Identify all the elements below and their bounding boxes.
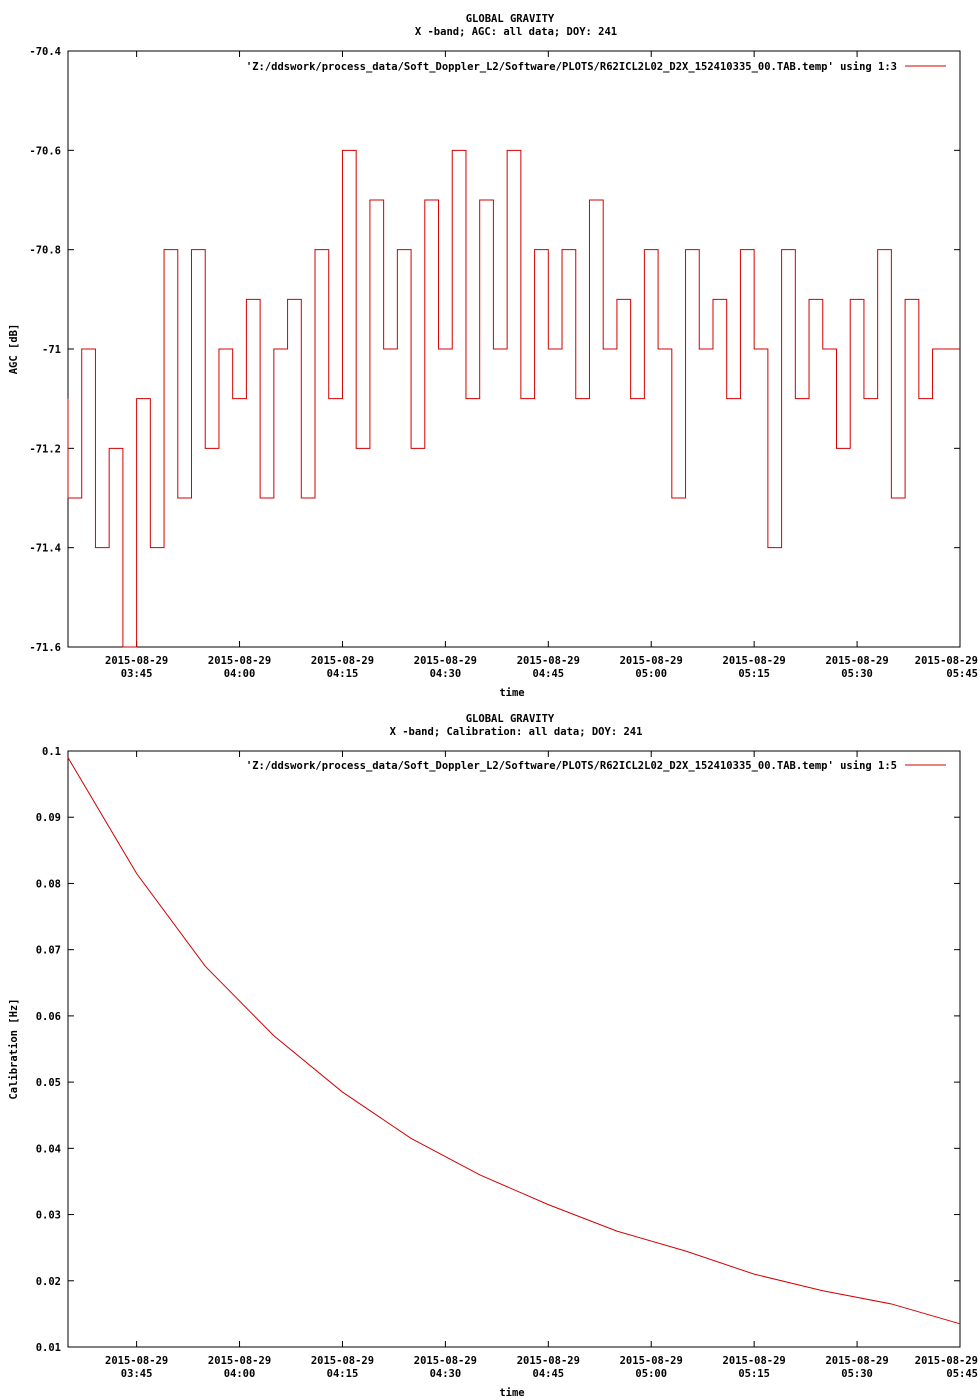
x-tick-date: 2015-08-29 [311, 1355, 374, 1367]
x-tick-date: 2015-08-29 [825, 655, 888, 667]
x-tick-time: 04:45 [533, 1368, 565, 1380]
y-tick-label: 0.02 [36, 1276, 61, 1288]
x-tick-date: 2015-08-29 [311, 655, 374, 667]
calibration-chart: GLOBAL GRAVITY X -band; Calibration: all… [8, 713, 978, 1399]
x-tick-date: 2015-08-29 [915, 655, 978, 667]
y-axis-label: Calibration [Hz] [8, 998, 20, 1099]
x-tick-date: 2015-08-29 [517, 655, 580, 667]
x-tick-date: 2015-08-29 [208, 1355, 271, 1367]
chart-title: GLOBAL GRAVITY [466, 13, 555, 25]
y-tick-label: 0.04 [36, 1143, 61, 1155]
chart-title: GLOBAL GRAVITY [466, 713, 555, 725]
x-tick-date: 2015-08-29 [825, 1355, 888, 1367]
x-tick-time: 04:00 [224, 668, 256, 680]
y-tick-label: 0.1 [42, 746, 61, 758]
x-tick-time: 04:15 [327, 1368, 359, 1380]
x-tick-time: 04:30 [430, 668, 462, 680]
x-tick-time: 05:30 [841, 668, 873, 680]
y-tick-label: -71.2 [29, 443, 61, 455]
calibration-series-line [67, 757, 961, 1325]
x-tick-date: 2015-08-29 [723, 1355, 786, 1367]
y-tick-label: -70.6 [29, 145, 61, 157]
y-tick-label: 0.06 [36, 1011, 61, 1023]
x-tick-date: 2015-08-29 [105, 655, 168, 667]
x-tick-date: 2015-08-29 [208, 655, 271, 667]
y-tick-label: 0.03 [36, 1210, 61, 1222]
x-tick-date: 2015-08-29 [414, 1355, 477, 1367]
x-tick-date: 2015-08-29 [723, 655, 786, 667]
x-tick-time: 04:45 [533, 668, 565, 680]
y-tick-label: -70.8 [29, 245, 61, 257]
chart-subtitle: X -band; Calibration: all data; DOY: 241 [390, 726, 643, 738]
x-axis-label: time [499, 687, 524, 699]
x-tick-date: 2015-08-29 [105, 1355, 168, 1367]
x-tick-date: 2015-08-29 [620, 655, 683, 667]
legend-label: 'Z:/ddswork/process_data/Soft_Doppler_L2… [246, 61, 897, 73]
x-tick-time: 03:45 [121, 1368, 153, 1380]
y-tick-label: 0.05 [36, 1077, 61, 1089]
y-tick-label: 0.08 [36, 878, 61, 890]
x-tick-time: 05:15 [738, 668, 770, 680]
y-tick-label: -71.4 [29, 543, 61, 555]
x-tick-time: 05:00 [635, 1368, 667, 1380]
x-axis-label: time [499, 1387, 524, 1399]
x-tick-date: 2015-08-29 [915, 1355, 978, 1367]
y-tick-label: -71.6 [29, 642, 61, 654]
x-tick-time: 03:45 [121, 668, 153, 680]
x-tick-time: 05:45 [946, 1368, 978, 1380]
y-tick-label: -71 [42, 344, 61, 356]
y-tick-label: 0.07 [36, 945, 61, 957]
x-tick-time: 04:15 [327, 668, 359, 680]
chart-subtitle: X -band; AGC: all data; DOY: 241 [415, 26, 617, 38]
x-ticks: 2015-08-2903:452015-08-2904:002015-08-29… [105, 751, 978, 1380]
y-tick-label: 0.01 [36, 1342, 61, 1354]
x-tick-time: 05:00 [635, 668, 667, 680]
x-tick-date: 2015-08-29 [620, 1355, 683, 1367]
y-tick-label: 0.09 [36, 812, 61, 824]
y-ticks: 0.1 0.09 0.08 0.07 0.06 0.05 0.04 0.03 0.02 0.01 [36, 746, 960, 1354]
x-ticks: 2015-08-2903:452015-08-2904:002015-08-29… [105, 51, 978, 680]
x-tick-time: 04:30 [430, 1368, 462, 1380]
x-tick-time: 05:30 [841, 1368, 873, 1380]
y-ticks: -70.4 -70.6 -70.8 -71 -71.2 -71.4 -71.6 [29, 46, 960, 654]
x-tick-date: 2015-08-29 [517, 1355, 580, 1367]
plot-frame [67, 750, 961, 1348]
x-tick-date: 2015-08-29 [414, 655, 477, 667]
y-tick-label: -70.4 [29, 46, 61, 58]
x-tick-time: 05:45 [946, 668, 978, 680]
agc-series-line [67, 149, 960, 648]
y-axis-label: AGC [dB] [8, 324, 20, 375]
legend-label: 'Z:/ddswork/process_data/Soft_Doppler_L2… [246, 760, 897, 772]
x-tick-time: 05:15 [738, 1368, 770, 1380]
agc-chart: GLOBAL GRAVITY X -band; AGC: all data; D… [8, 13, 978, 699]
x-tick-time: 04:00 [224, 1368, 256, 1380]
